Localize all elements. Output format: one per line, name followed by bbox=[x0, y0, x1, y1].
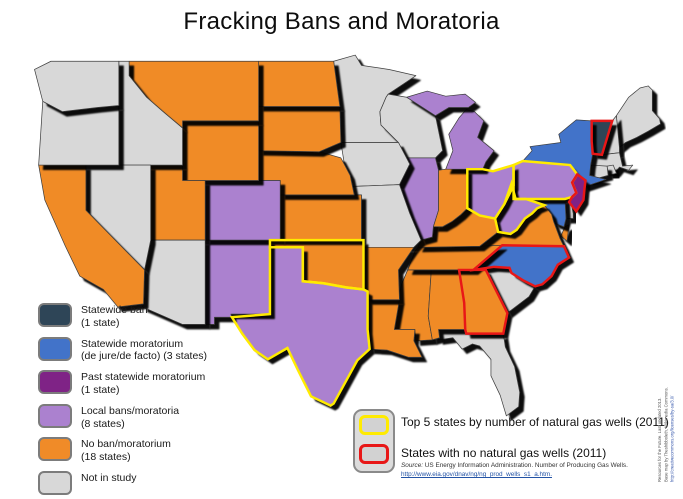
no-ban-swatch bbox=[38, 437, 72, 462]
legend-label: Statewide ban bbox=[81, 304, 148, 316]
legend-item-not-in-study: Not in study bbox=[38, 470, 207, 495]
statewide-ban-swatch bbox=[38, 303, 72, 327]
state-south-dakota bbox=[258, 106, 342, 153]
legend-sublabel: (1 state) bbox=[81, 383, 120, 396]
credit-line: Base map by Theshibboleth, Wikimedia Com… bbox=[663, 387, 669, 482]
outline-georgia bbox=[457, 268, 509, 335]
outline-ohio bbox=[466, 163, 515, 220]
legend-item-local-bans: Local bans/moratoria (8 states) bbox=[38, 403, 207, 431]
source-link[interactable]: http://www.eia.gov/dnav/ng/ng_prod_wells… bbox=[401, 471, 552, 478]
legend-sublabel: (18 states) bbox=[81, 451, 131, 464]
overlay-legend-box bbox=[353, 409, 395, 473]
source-note: Source: US Energy Information Administra… bbox=[401, 462, 651, 469]
top5-wells-swatch bbox=[359, 415, 389, 435]
credit-license-url: http://creativecommons.org/licenses/by-s… bbox=[669, 395, 675, 482]
legend-sublabel: (de jure/de facto) (3 states) bbox=[81, 350, 208, 363]
legend-label: Not in study bbox=[81, 471, 137, 484]
state-kansas bbox=[279, 194, 362, 241]
state-california bbox=[38, 164, 145, 308]
source-prefix: Source: bbox=[401, 462, 424, 469]
state-wyoming bbox=[182, 120, 259, 181]
legend-sublabel: (1 state) bbox=[81, 316, 120, 329]
state-maine bbox=[615, 85, 661, 148]
legend-item-past-moratorium: Past statewide moratorium (1 state) bbox=[38, 370, 207, 397]
category-legend: Statewide ban (1 state) Statewide morator… bbox=[38, 303, 207, 499]
local-bans-swatch bbox=[38, 403, 72, 428]
legend-sublabel: (8 states) bbox=[81, 417, 125, 430]
state-michigan bbox=[445, 109, 495, 170]
outline-west-virginia bbox=[493, 179, 548, 236]
state-florida bbox=[438, 329, 521, 417]
statewide-moratorium-swatch bbox=[38, 336, 72, 361]
no-wells-label: States with no natural gas wells (2011) bbox=[401, 446, 607, 460]
state-north-dakota bbox=[258, 60, 341, 107]
top5-wells-label: Top 5 states by number of natural gas we… bbox=[401, 415, 669, 429]
map-credit-vertical: Resources for the Future. Last updated 2… bbox=[657, 386, 676, 482]
not-in-study-swatch bbox=[38, 470, 72, 495]
us-map bbox=[34, 54, 661, 417]
past-moratorium-swatch bbox=[38, 370, 72, 395]
state-washington bbox=[34, 60, 120, 112]
state-virginia-eastern-shore bbox=[560, 224, 570, 242]
legend-label: No ban/moratorium bbox=[81, 438, 171, 451]
outline-vermont bbox=[590, 119, 614, 157]
legend-item-statewide-moratorium: Statewide moratorium (de jure/de facto) (… bbox=[38, 336, 208, 364]
legend-label: Past statewide moratorium bbox=[81, 371, 206, 384]
legend-label: Statewide moratorium bbox=[81, 337, 184, 350]
legend-item-no-ban: No ban/moratorium (18 states) bbox=[38, 437, 207, 464]
state-new-mexico bbox=[204, 239, 271, 325]
state-michigan-upper-peninsula bbox=[406, 90, 476, 117]
legend-label: Local bans/moratoria bbox=[81, 404, 180, 417]
page-title: Fracking Bans and Moratoria bbox=[183, 8, 500, 35]
state-oregon bbox=[38, 100, 120, 166]
legend-item-statewide-ban: Statewide ban (1 state) bbox=[38, 303, 207, 330]
state-colorado bbox=[204, 180, 281, 241]
state-pennsylvania bbox=[513, 160, 578, 200]
outline-texas bbox=[229, 246, 371, 408]
no-wells-swatch bbox=[359, 444, 389, 464]
outline-new-jersey bbox=[567, 172, 587, 214]
source-text: US Energy Information Administration. Nu… bbox=[423, 462, 628, 469]
